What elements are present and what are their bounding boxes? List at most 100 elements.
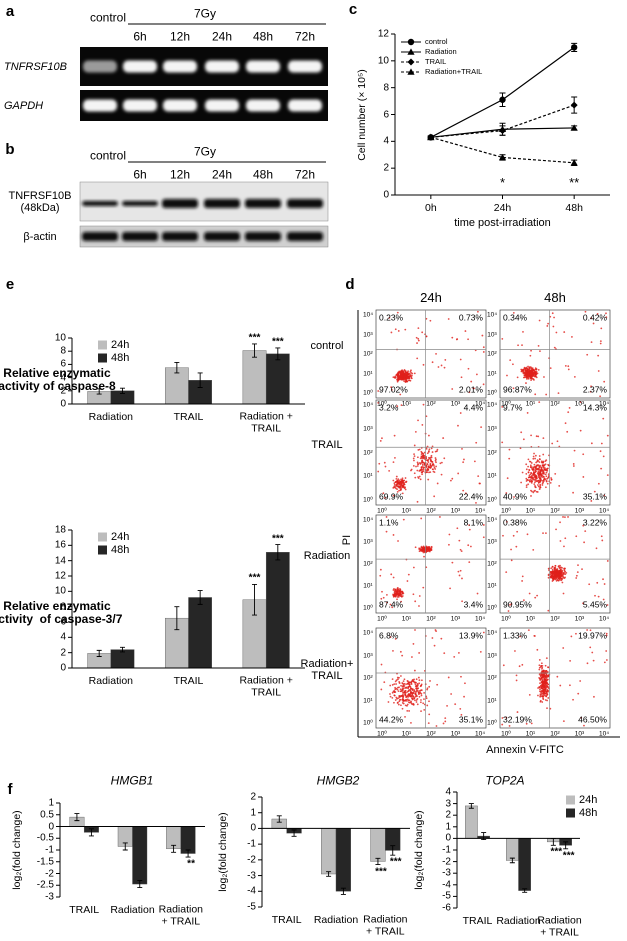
event-dot <box>531 369 534 372</box>
quadrant-percent: 4.4% <box>463 402 483 413</box>
event-dot <box>516 376 519 379</box>
blot-image <box>79 181 329 222</box>
x-tick-label: TRAIL <box>69 903 100 916</box>
axis-decade: 10⁰ <box>487 496 497 504</box>
event-dot <box>413 372 416 375</box>
event-dot <box>421 424 424 426</box>
x-tick-label: Radiation <box>496 914 541 927</box>
axis-decade: 10⁴ <box>362 311 374 319</box>
axis-decade: 10³ <box>363 538 373 546</box>
event-dot <box>528 368 531 370</box>
event-dot <box>530 379 532 382</box>
axis-decade: 10³ <box>574 730 585 738</box>
event-dot <box>599 340 602 342</box>
axis-decade: 10⁰ <box>377 507 387 515</box>
axis-decade: 10² <box>426 730 436 738</box>
event-dot <box>536 372 539 375</box>
event-dot <box>397 374 400 377</box>
event-dot <box>509 359 512 362</box>
axis-decade: 10⁴ <box>474 507 486 515</box>
event-dot <box>400 378 402 381</box>
gel-band <box>83 99 117 112</box>
event-dot <box>534 393 537 396</box>
quadrant-percent: 69.9% <box>379 491 404 502</box>
event-dot <box>512 387 515 390</box>
event-dot <box>440 473 443 476</box>
y-tick-label: -2 <box>45 868 54 879</box>
event-dot <box>396 490 399 493</box>
axis-decade: 10¹ <box>525 730 536 738</box>
event-dot <box>384 465 387 468</box>
panel-letter: b <box>5 140 15 158</box>
axis-decade: 10³ <box>363 425 373 433</box>
row-label: Radiation+ TRAIL <box>300 657 354 682</box>
event-dot <box>397 478 400 481</box>
y-tick-label: 16 <box>54 539 66 551</box>
event-dot <box>512 311 515 314</box>
chart-title: HMGB2 <box>316 773 360 788</box>
y-axis-title: log₂(fold change) <box>217 812 230 892</box>
event-dot <box>400 375 403 378</box>
event-dot <box>464 330 467 332</box>
event-dot <box>527 377 530 380</box>
axis-title: Annexin V-FITC <box>486 743 564 756</box>
axis-decade: 10⁰ <box>487 719 497 727</box>
y-tick-label: 0 <box>48 821 54 832</box>
y-tick-label: 1 <box>445 821 451 833</box>
event-dot <box>413 472 416 475</box>
legend-label: Radiation <box>425 46 457 56</box>
axis-decade: 10² <box>363 448 373 456</box>
blot-band <box>245 232 281 241</box>
quadrant-percent: 35.1% <box>458 714 483 725</box>
significance: *** <box>375 866 387 878</box>
quadrant-percent: 2.01% <box>458 384 483 395</box>
event-dot <box>382 492 385 495</box>
legend-label: 24h <box>111 530 130 543</box>
axis-decade: 10⁴ <box>362 516 374 524</box>
y-tick-label: 0 <box>445 832 451 844</box>
lane-label: 24h <box>211 29 233 44</box>
x-tick-label: TRAIL <box>271 913 302 926</box>
event-dot <box>416 357 419 360</box>
y-tick-label: -1 <box>442 844 451 856</box>
quadrant-percent: 22.4% <box>458 491 483 502</box>
blot-band <box>287 199 323 208</box>
axis-decade: 10⁴ <box>486 516 498 524</box>
event-dot <box>405 379 408 382</box>
dose-label: 7Gy <box>193 144 217 159</box>
event-dot <box>599 342 602 345</box>
plot-frame <box>375 309 487 399</box>
y-tick-label: -5 <box>442 890 451 902</box>
event-dot <box>530 349 532 352</box>
y-axis-title: log₂(fold change) <box>413 810 426 890</box>
axis-decade: 10¹ <box>525 400 536 408</box>
y-tick-label: -5 <box>247 901 256 913</box>
significance: *** <box>271 533 284 545</box>
event-dot <box>426 452 429 455</box>
event-dot <box>482 383 485 386</box>
y-tick-label: 6 <box>383 109 389 120</box>
event-dot <box>468 391 471 394</box>
event-dot <box>430 454 433 457</box>
event-dot <box>394 328 397 331</box>
quadrant-percent: 44.2% <box>379 714 404 725</box>
event-dot <box>584 310 587 313</box>
y-tick-label: 10 <box>54 585 66 597</box>
event-dot <box>416 342 418 344</box>
axis-decade: 10⁰ <box>501 730 511 738</box>
axis-decade: 10⁴ <box>474 615 486 623</box>
event-dot <box>538 319 541 322</box>
event-dot <box>531 367 534 370</box>
event-dot <box>564 365 567 367</box>
blot-band <box>162 199 198 208</box>
event-dot <box>501 338 504 340</box>
axis-decade: 10¹ <box>487 472 497 480</box>
x-tick-label: TRAIL <box>173 674 204 687</box>
event-dot <box>437 366 440 368</box>
event-dot <box>407 373 410 375</box>
event-dot <box>392 376 395 379</box>
blot-band <box>82 232 118 241</box>
legend-label: 24h <box>579 793 598 806</box>
axis-decade: 10² <box>487 560 497 568</box>
axis-decade: 10⁰ <box>487 604 497 612</box>
